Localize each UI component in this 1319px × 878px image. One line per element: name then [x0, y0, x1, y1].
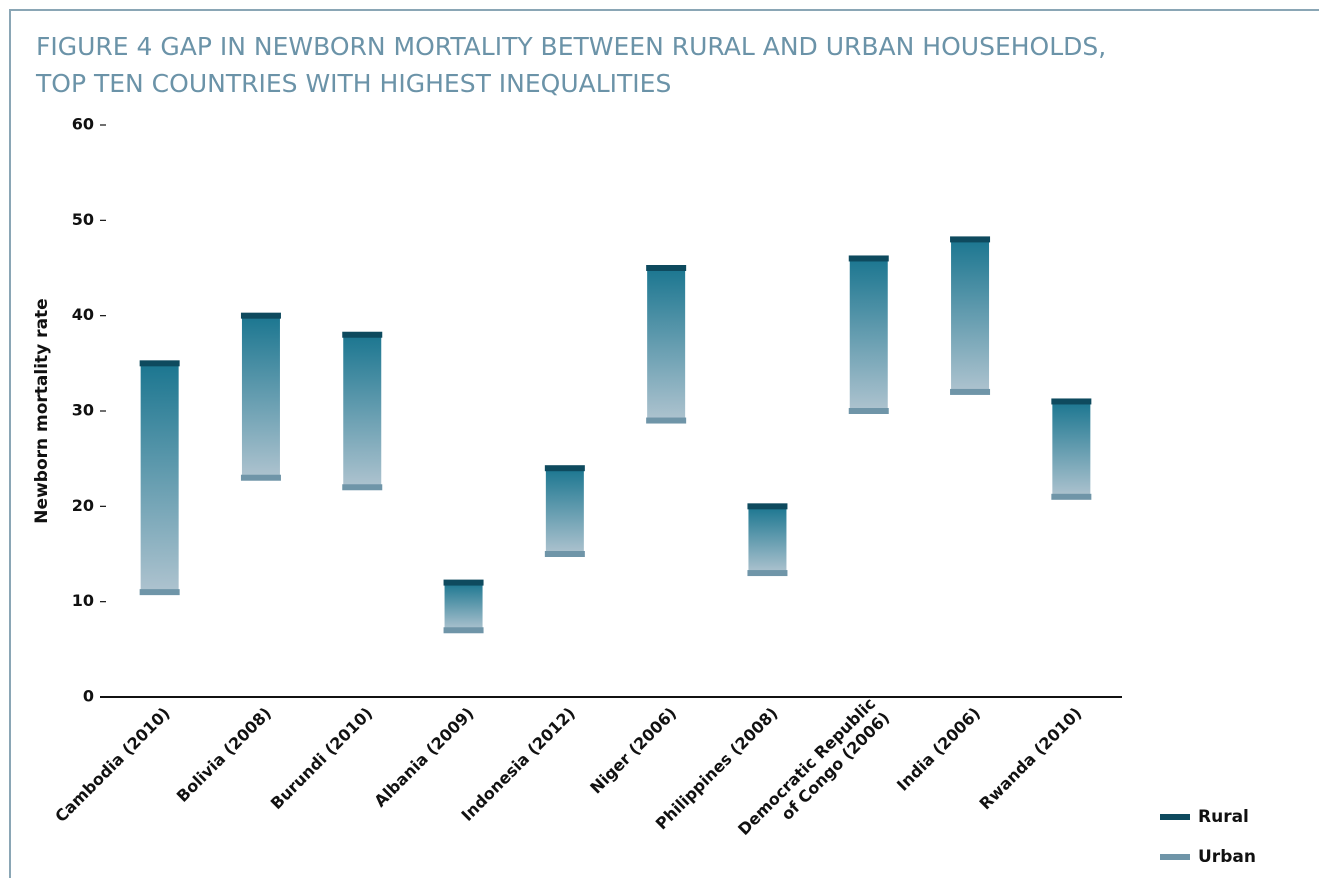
range-bar	[849, 258, 888, 411]
x-tick-label: India (2006)	[893, 704, 984, 795]
x-tick-label: Bolivia (2008)	[173, 704, 275, 806]
rural-cap	[848, 255, 889, 262]
legend-label: Urban	[1198, 847, 1256, 867]
urban-cap	[747, 570, 788, 577]
y-tick-label: 50	[72, 210, 94, 229]
urban-cap	[443, 627, 484, 634]
urban-cap	[646, 417, 687, 424]
rural-cap	[950, 236, 991, 243]
rural-cap	[342, 331, 383, 338]
urban-cap	[139, 589, 180, 596]
rural-cap	[544, 465, 585, 472]
range-bar	[748, 506, 787, 574]
rural-cap	[139, 360, 180, 367]
rural-cap	[240, 312, 281, 319]
y-tick-label: 40	[72, 305, 94, 324]
range-bar	[951, 239, 990, 392]
legend-swatch	[1160, 854, 1190, 860]
y-tick-label: 30	[72, 401, 94, 420]
urban-cap	[848, 408, 889, 414]
urban-cap	[240, 474, 281, 481]
range-bar	[545, 468, 584, 554]
rural-cap	[646, 265, 687, 271]
rural-cap	[1051, 398, 1092, 405]
x-tick-label: Albania (2009)	[370, 704, 477, 811]
y-tick-label: 0	[83, 687, 94, 706]
x-tick-label: Niger (2006)	[586, 704, 680, 798]
legend-label: Rural	[1198, 807, 1249, 827]
range-bar	[241, 315, 280, 478]
y-tick-label: 20	[72, 496, 94, 515]
range-bar	[343, 334, 382, 488]
urban-cap	[342, 484, 383, 491]
y-tick-label: 60	[72, 115, 94, 134]
x-tick-label: Rwanda (2010)	[976, 704, 1086, 814]
range-bar	[1052, 401, 1091, 497]
legend-swatch	[1160, 814, 1190, 820]
y-axis-label: Newborn mortality rate	[32, 298, 52, 523]
range-bar	[647, 268, 686, 421]
rural-cap	[747, 503, 788, 510]
x-tick-label: Cambodia (2010)	[51, 704, 173, 826]
rural-cap	[443, 579, 484, 586]
frame	[9, 9, 1319, 878]
y-tick-label: 10	[72, 591, 94, 610]
range-bar	[444, 582, 483, 631]
range-bar	[140, 363, 179, 593]
x-tick-label: Burundi (2010)	[267, 704, 377, 814]
chart-title: FIGURE 4 GAP IN NEWBORN MORTALITY BETWEE…	[35, 32, 1106, 98]
urban-cap	[1051, 493, 1092, 500]
x-tick-label: Indonesia (2012)	[458, 704, 579, 825]
urban-cap	[544, 551, 585, 557]
urban-cap	[950, 388, 991, 395]
